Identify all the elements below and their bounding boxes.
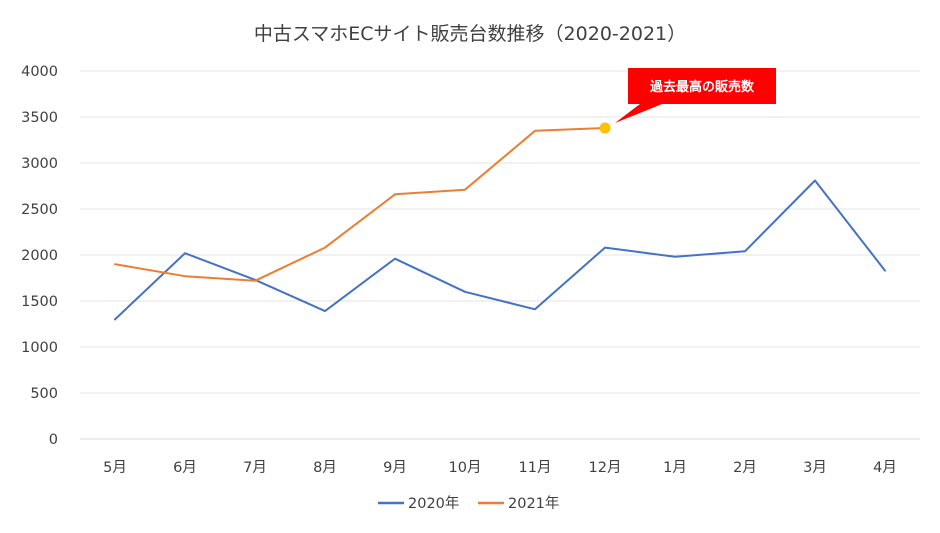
x-tick-label: 12月 [589, 460, 622, 476]
y-tick-label: 2500 [21, 202, 58, 218]
x-tick-label: 1月 [663, 460, 687, 476]
callout-pointer [615, 104, 662, 124]
legend: 2020年 2021年 [378, 495, 559, 512]
y-tick-label: 3500 [21, 110, 58, 126]
x-tick-label: 7月 [243, 460, 267, 476]
series-line-2 [114, 127, 606, 282]
chart-title: 中古スマホECサイト販売台数推移（2020-2021） [254, 23, 686, 45]
x-tick-label: 3月 [803, 460, 827, 476]
x-tick-label: 9月 [383, 460, 407, 476]
y-tick-label: 0 [49, 432, 58, 448]
callout-label: 過去最高の販売数 [649, 79, 755, 95]
callout-box [628, 68, 776, 104]
y-tick-label: 1500 [21, 294, 58, 310]
callout-annotation: 過去最高の販売数 [599, 68, 776, 134]
legend-label-2: 2021年 [508, 495, 559, 512]
gridlines [80, 70, 920, 440]
x-tick-label: 11月 [519, 460, 552, 476]
x-tick-label: 8月 [313, 460, 337, 476]
legend-label-1: 2020年 [408, 495, 459, 512]
y-tick-label: 500 [30, 386, 58, 402]
y-tick-label: 3000 [21, 156, 58, 172]
y-tick-label: 2000 [21, 248, 58, 264]
series-lines [114, 127, 886, 321]
y-tick-label: 1000 [21, 340, 58, 356]
series-line-1 [114, 179, 886, 321]
x-tick-label: 4月 [873, 460, 897, 476]
y-axis-tick-labels: 0 500 1000 1500 2000 2500 3000 3500 4000 [21, 64, 58, 448]
highlight-marker [599, 122, 611, 134]
x-axis-tick-labels: 5月 6月 7月 8月 9月 10月 11月 12月 1月 2月 3月 4月 [103, 460, 897, 476]
x-tick-label: 10月 [449, 460, 482, 476]
y-tick-label: 4000 [21, 64, 58, 80]
x-tick-label: 5月 [103, 460, 127, 476]
x-tick-label: 6月 [173, 460, 197, 476]
x-tick-label: 2月 [733, 460, 757, 476]
